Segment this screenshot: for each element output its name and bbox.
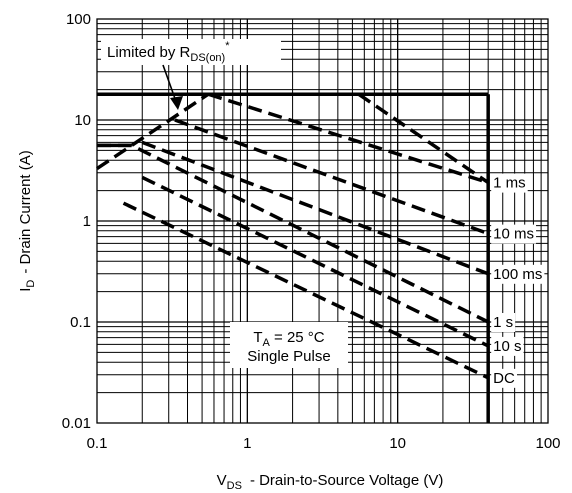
curve-segment xyxy=(357,92,490,185)
x-title-sub: DS xyxy=(227,480,242,492)
y-tick-label: 1 xyxy=(83,213,91,230)
limited-prefix: Limited by R xyxy=(107,44,191,61)
cond-rest: = 25 °C xyxy=(270,329,325,346)
curves xyxy=(96,92,490,380)
curve-10-ms xyxy=(174,118,489,236)
limited-annotation-box xyxy=(101,39,281,65)
curve-label: 100 ms xyxy=(493,266,542,283)
curve-label-bg xyxy=(491,368,518,388)
conditions-annotation: TA = 25 °C Single Pulse xyxy=(230,322,348,368)
curve-segment xyxy=(96,92,210,171)
curve-100-ms xyxy=(141,140,489,276)
x-tick-label: 0.1 xyxy=(87,435,108,452)
x-title-text: - Drain-to-Source Voltage (V) xyxy=(250,472,443,489)
plot-frame xyxy=(96,18,549,424)
y-tick-label: 10 xyxy=(74,112,91,129)
y-title-symbol: I xyxy=(17,288,34,292)
limited-sub: DS(on) xyxy=(190,52,225,64)
curve-label: 1 ms xyxy=(493,175,526,192)
curve-labels: 1 ms 10 ms 100 ms 1 s 10 s DC xyxy=(491,173,545,388)
conditions-line2: Single Pulse xyxy=(247,348,330,365)
y-tick-label: 100 xyxy=(66,11,91,28)
curve-10-s xyxy=(141,175,489,348)
x-tick-label: 100 xyxy=(535,435,560,452)
curve-label: 1 s xyxy=(493,314,513,331)
y-title-sub: D xyxy=(25,280,37,288)
x-tick-labels: 0.1 1 10 100 xyxy=(87,435,561,452)
curve-label: 10 s xyxy=(493,338,521,355)
curve-label-bg xyxy=(491,173,528,193)
conditions-box xyxy=(230,322,348,368)
curve-label-bg xyxy=(491,224,537,244)
curve-1-ms xyxy=(207,92,489,185)
x-axis-title: VDS - Drain-to-Source Voltage (V) xyxy=(217,472,444,492)
curve-DC xyxy=(122,201,489,380)
limited-arrow-head xyxy=(170,96,183,110)
y-axis-title: ID - Drain Current (A) xyxy=(17,150,37,291)
limited-annotation-text: Limited by RDS(on)* xyxy=(107,40,230,64)
limited-annotation: Limited by RDS(on)* xyxy=(101,39,281,110)
curve-label: 10 ms xyxy=(493,226,534,243)
y-tick-label: 0.1 xyxy=(70,314,91,331)
limit-lines xyxy=(97,92,490,423)
limited-suffix: * xyxy=(225,40,230,52)
cond-sub: A xyxy=(263,337,271,349)
x-title-symbol: V xyxy=(217,472,227,489)
x-tick-label: 1 xyxy=(243,435,251,452)
y-title-text: - Drain Current (A) xyxy=(17,150,34,273)
conditions-line1: TA = 25 °C xyxy=(253,329,324,349)
y-tick-label: 0.01 xyxy=(62,415,91,432)
y-tick-labels: 0.01 0.1 1 10 100 xyxy=(62,11,91,432)
curve-label: DC xyxy=(493,370,515,387)
curve-label-bg xyxy=(491,313,516,332)
x-tick-label: 10 xyxy=(389,435,406,452)
cond-t: T xyxy=(253,329,262,346)
curve-label-bg xyxy=(491,336,524,356)
curve-label-bg xyxy=(491,264,545,284)
